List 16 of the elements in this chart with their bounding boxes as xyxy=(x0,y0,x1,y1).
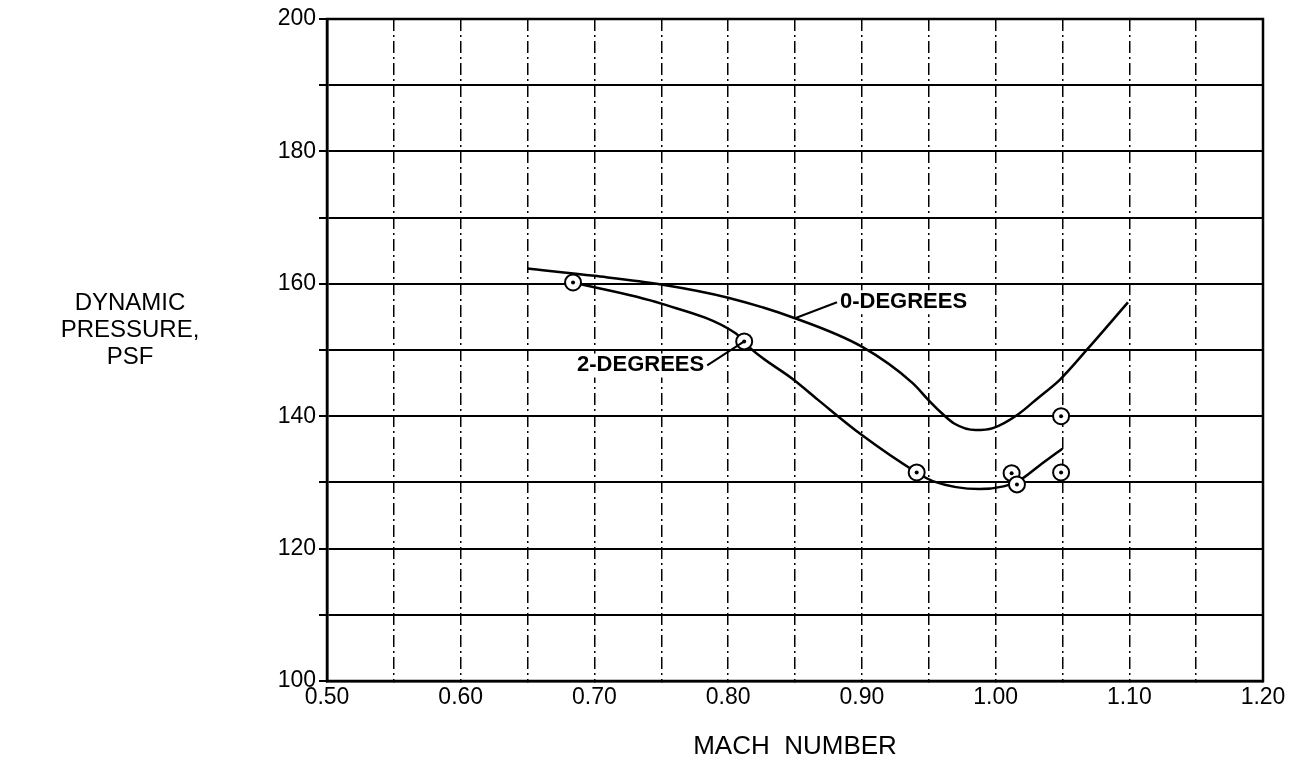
y-tick-label: 180 xyxy=(277,136,316,163)
x-tick-label: 0.90 xyxy=(839,683,885,710)
legend-label: 0-DEGREES xyxy=(840,288,968,314)
series-label: 2-DEGREES xyxy=(577,351,705,377)
x-tick-label: 0.70 xyxy=(572,683,617,710)
x-tick-label: 0.80 xyxy=(705,683,751,710)
x-tick-label: 1.10 xyxy=(1106,683,1152,710)
y-tick-label: 200 xyxy=(277,4,316,31)
x-tick-label: 0.60 xyxy=(438,683,484,710)
y-tick-label: 160 xyxy=(277,269,316,296)
x-axis-title: MACH NUMBER xyxy=(693,729,897,760)
x-tick-label: 1.20 xyxy=(1240,683,1286,710)
y-axis-title: DYNAMIC PRESSURE, PSF xyxy=(60,287,200,369)
x-tick-label: 1.00 xyxy=(973,683,1018,710)
y-tick-label: 120 xyxy=(277,533,316,560)
y-tick-label: 140 xyxy=(277,401,316,428)
